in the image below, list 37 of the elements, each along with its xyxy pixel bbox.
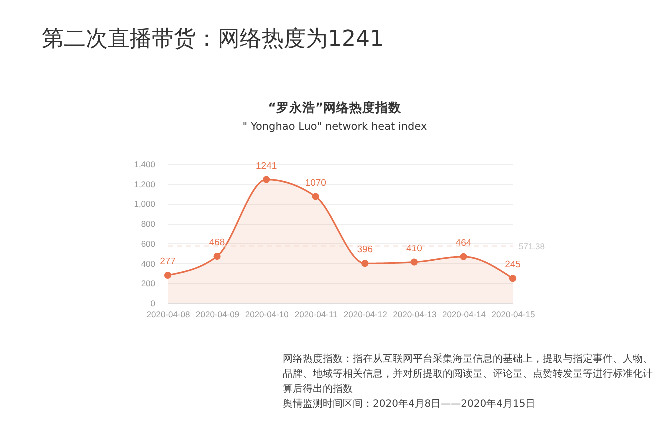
text: 舆情监测时间区间：2020年4月8日——2020年4月15日 [283,398,536,410]
text: " Yonghao Luo" network heat index [242,121,428,133]
data-label: 410 [406,243,422,254]
y-tick-label: 1,400 [134,160,156,170]
point [312,193,320,200]
data-label: 1241 [256,160,278,172]
x-tick-label: 2020-04-08 [146,310,191,320]
x-tick-label: 2020-04-13 [393,310,437,320]
data-label: 1070 [305,178,326,189]
x-tick-label: 2020-04-11 [294,310,338,320]
y-tick-label: 1,000 [134,199,156,210]
point [509,275,517,282]
point [164,272,172,280]
x-tick-label: 2020-04-09 [196,310,240,320]
point [460,253,468,260]
data-label: 277 [160,256,176,268]
x-tick-label: 2020-04-15 [492,310,536,320]
y-tick-label: 400 [141,258,156,269]
y-tick-label: 800 [141,219,156,230]
text: 网络热度指数：指在从互联网平台采集海量信息的基础上，提取与指定事件、人物、品牌、地域等相关信息，并对所提取的阅读量、评论量、点赞转发量等进行标准化计算后得出的指数 [283,353,653,395]
x-tick-label: 2020-04-14 [442,310,486,320]
y-tick-label: 200 [141,278,156,289]
y-tick-label: 600 [141,238,156,249]
data-label: 468 [209,238,226,249]
point [362,260,369,268]
ref-line-label: 571.38 [519,241,546,252]
chart-title: 第二次直播带货：网络热度为1241 [42,27,384,52]
data-label: 464 [456,238,472,249]
point [214,253,221,260]
data-label: 245 [505,260,521,271]
x-tick-label: 2020-04-12 [344,310,388,320]
x-tick-label: 2020-04-10 [245,310,290,320]
point [410,258,418,266]
y-tick-label: 0 [150,298,156,308]
chart-subtitle: “罗永浩”网络热度指数 [268,100,403,115]
y-tick-label: 1,200 [134,179,156,190]
point [263,176,270,184]
